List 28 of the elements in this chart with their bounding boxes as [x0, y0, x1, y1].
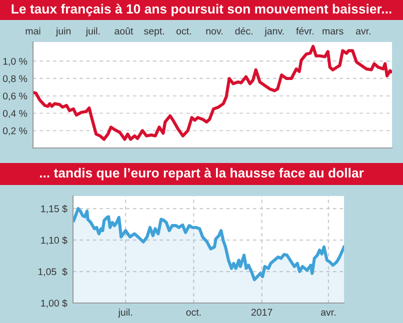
line-series	[33, 44, 392, 141]
x-tick-label: mai	[26, 27, 40, 35]
y-tick-label: 0,4 %	[2, 110, 28, 118]
x-tick-label: oct.	[186, 309, 201, 316]
x-tick-label: août	[114, 27, 134, 35]
x-tick-label: nov.	[206, 29, 222, 35]
y-tick-label: 0,8 %	[2, 75, 28, 84]
x-tick-label: juin	[56, 27, 71, 36]
x-tick-label: févr.	[296, 27, 314, 35]
x-tick-label: déc.	[235, 27, 252, 35]
y-tick-label: 0,2 %	[2, 127, 28, 136]
y-tick-label: 1,15 $	[41, 204, 68, 214]
chart-title: ... tandis que l’euro repart à la hausse face au dollar	[40, 168, 364, 180]
x-tick-label: avr.	[321, 310, 336, 316]
x-tick-label: juil.	[118, 308, 132, 318]
x-tick-label: avr.	[356, 29, 370, 35]
y-tick-label: 1,00 $	[41, 299, 68, 308]
x-tick-label: mars	[322, 29, 344, 35]
y-tick-label: 1,05 $	[38, 268, 68, 276]
y-tick-label: 1,10 $	[41, 236, 68, 245]
y-tick-label: 0,6 %	[2, 92, 28, 101]
x-tick-label: sept.	[144, 28, 164, 36]
x-tick-label: janv.	[264, 27, 284, 36]
x-tick-label: juil.	[86, 27, 100, 36]
chart-title: Le taux français à 10 ans poursuit son mouvement baissier...	[12, 4, 392, 16]
y-tick-label: 1,0 %	[3, 58, 28, 66]
x-tick-label: oct.	[176, 28, 191, 35]
x-tick-label: 2017	[251, 308, 272, 316]
